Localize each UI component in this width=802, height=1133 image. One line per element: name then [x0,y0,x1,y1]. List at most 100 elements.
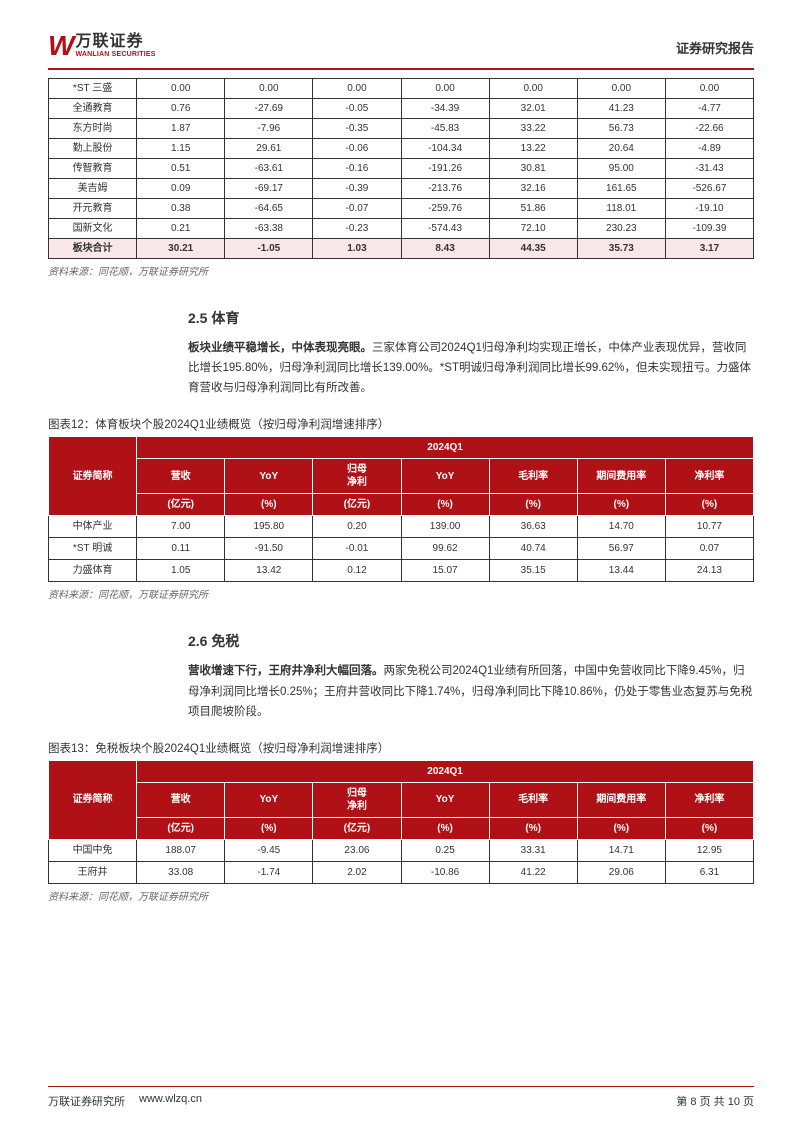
table-cell: 美吉姆 [49,179,137,199]
table-cell: 0.76 [137,99,225,119]
table-cell: 139.00 [401,516,489,538]
section-sports: 2.5 体育 板块业绩平稳增长，中体表现亮眼。三家体育公司2024Q1归母净利均… [48,308,754,398]
table-cell: 29.06 [577,861,665,883]
footer-page: 第 8 页 共 10 页 [676,1093,754,1109]
table-cell: 13.22 [489,139,577,159]
table-cell: 0.20 [313,516,401,538]
table-cell: 2.02 [313,861,401,883]
col-unit: (%) [665,817,753,839]
table-cell: -9.45 [225,839,313,861]
table-cell: -0.35 [313,119,401,139]
col-header: YoY [225,782,313,817]
table-cell: -91.50 [225,538,313,560]
col-header: 毛利率 [489,782,577,817]
table-cell: 0.00 [137,79,225,99]
table-row: 国新文化0.21-63.38-0.23-574.4372.10230.23-10… [49,219,754,239]
col-unit: (%) [225,494,313,516]
table-cell: -259.76 [401,199,489,219]
col-header: YoY [401,782,489,817]
table-row: 王府井33.08-1.742.02-10.8641.2229.066.31 [49,861,754,883]
table-cell: 0.00 [665,79,753,99]
table-cell: 力盛体育 [49,560,137,582]
table-cell: -7.96 [225,119,313,139]
table-cell: -1.05 [225,239,313,259]
col-unit: (%) [489,494,577,516]
table-cell: -45.83 [401,119,489,139]
table-cell: 0.11 [137,538,225,560]
table-cell: 51.86 [489,199,577,219]
table-cell: 0.07 [665,538,753,560]
table-row: 力盛体育1.0513.420.1215.0735.1513.4424.13 [49,560,754,582]
table-cell: 230.23 [577,219,665,239]
sports-table: 证券简称2024Q1营收YoY归母 净利YoY毛利率期间费用率净利率(亿元)(%… [48,436,754,582]
col-unit: (%) [665,494,753,516]
table-cell: 12.95 [665,839,753,861]
table-cell: -1.74 [225,861,313,883]
col-header: 期间费用率 [577,459,665,494]
col-header: 期间费用率 [577,782,665,817]
table-cell: 188.07 [137,839,225,861]
table-cell: 东方时尚 [49,119,137,139]
logo-en: WANLIAN SECURITIES [75,51,155,58]
table-cell: 国新文化 [49,219,137,239]
table-row: 传智教育0.51-63.61-0.16-191.2630.8195.00-31.… [49,159,754,179]
table-cell: 0.00 [577,79,665,99]
table-cell: 开元教育 [49,199,137,219]
col-header: 营收 [137,459,225,494]
table-cell: 8.43 [401,239,489,259]
logo-mark: W [48,30,71,62]
table-cell: 30.21 [137,239,225,259]
logo-block: W 万联证券 WANLIAN SECURITIES [48,30,156,62]
table-cell: -31.43 [665,159,753,179]
table-cell: 14.70 [577,516,665,538]
table-cell: 0.21 [137,219,225,239]
col-unit: (亿元) [137,494,225,516]
table-cell: 33.31 [489,839,577,861]
table-cell: 6.31 [665,861,753,883]
table-cell: 30.81 [489,159,577,179]
table-cell: 95.00 [577,159,665,179]
table-cell: -0.01 [313,538,401,560]
doc-title: 证券研究报告 [676,38,754,57]
col-unit: (亿元) [137,817,225,839]
table-cell: -191.26 [401,159,489,179]
table-cell: 3.17 [665,239,753,259]
table-cell: -104.34 [401,139,489,159]
table-cell: 23.06 [313,839,401,861]
col-header-period: 2024Q1 [137,760,754,782]
table-cell: 118.01 [577,199,665,219]
table-cell: 32.16 [489,179,577,199]
table-cell: 板块合计 [49,239,137,259]
col-header: 归母 净利 [313,459,401,494]
col-unit: (%) [577,817,665,839]
logo-cn: 万联证券 [75,34,155,51]
table-cell: -0.16 [313,159,401,179]
table-row: 中国中免188.07-9.4523.060.2533.3114.7112.95 [49,839,754,861]
chart13-title: 图表13：免税板块个股2024Q1业绩概览（按归母净利润增速排序） [48,740,754,756]
table-cell: 56.97 [577,538,665,560]
chart12-source: 资料来源：同花顺，万联证券研究所 [48,586,754,601]
table-cell: 中国中免 [49,839,137,861]
table-cell: 0.12 [313,560,401,582]
table-cell: -4.77 [665,99,753,119]
table-cell: 29.61 [225,139,313,159]
table-row: *ST 明诚0.11-91.50-0.0199.6240.7456.970.07 [49,538,754,560]
table-cell: 35.15 [489,560,577,582]
table-cell: 13.42 [225,560,313,582]
table-cell: 15.07 [401,560,489,582]
col-unit: (%) [225,817,313,839]
section-26-title: 2.6 免税 [188,631,754,651]
table-row: *ST 三盛0.000.000.000.000.000.000.00 [49,79,754,99]
col-header: 净利率 [665,782,753,817]
col-unit: (%) [401,817,489,839]
table-cell: 72.10 [489,219,577,239]
table-cell: 20.64 [577,139,665,159]
table-cell: 0.38 [137,199,225,219]
table-cell: 10.77 [665,516,753,538]
table1-source: 资料来源：同花顺，万联证券研究所 [48,263,754,278]
table-cell: -63.38 [225,219,313,239]
table-cell: 33.08 [137,861,225,883]
table-row-total: 板块合计30.21-1.051.038.4344.3535.733.17 [49,239,754,259]
table-cell: 0.00 [313,79,401,99]
col-unit: (亿元) [313,494,401,516]
